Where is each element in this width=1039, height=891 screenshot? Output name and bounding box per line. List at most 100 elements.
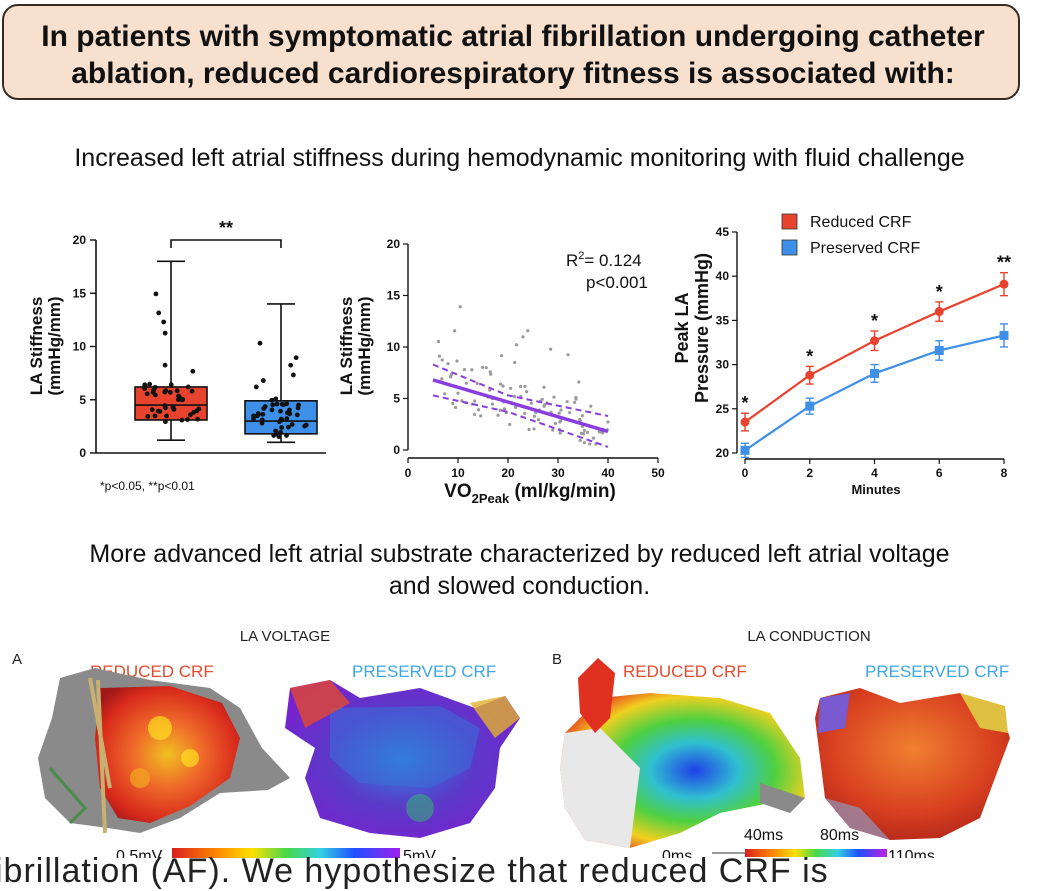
box-dot (260, 411, 266, 417)
box-dot (152, 384, 158, 390)
scatter-point (446, 362, 450, 366)
series-point-circle (805, 370, 815, 380)
box-dot (164, 413, 169, 419)
scatter-point (498, 408, 502, 412)
box-ylabel-line1: LA Stiffness (27, 297, 46, 396)
scatter-point (436, 339, 441, 344)
line-axes: 20 25 30 35 40 45 0 2 4 6 8 Peak LA Pressure (mmHg) (672, 225, 1008, 480)
box-dot (162, 330, 168, 336)
scatter-point (606, 420, 610, 424)
box-dot (177, 395, 183, 401)
line-x-tick-label: 8 (1001, 466, 1008, 480)
scatter-point (480, 365, 485, 369)
scatter-point (470, 368, 474, 372)
box-y-axis: 0 5 10 15 20 (mmHg/mm) (45, 233, 326, 460)
scatter-point (489, 372, 493, 376)
series-point-square (870, 368, 879, 378)
box-dot (284, 433, 289, 438)
box-dot (163, 405, 168, 411)
box-dot (269, 397, 275, 403)
cond-scale-40: 40ms (744, 827, 783, 844)
box-dot (273, 428, 278, 434)
box-dot (284, 416, 290, 421)
box-dot (174, 388, 180, 394)
scatter-point (582, 441, 586, 445)
scatter-point (484, 366, 488, 370)
scatter-point (523, 384, 527, 388)
scatter-point (508, 422, 512, 426)
cond-scale-80: 80ms (820, 827, 859, 844)
box-dot (195, 416, 200, 422)
scatter-point (513, 360, 517, 365)
scatter-point (559, 419, 563, 423)
box-dot (269, 407, 275, 413)
cond-scale-110: 110ms (888, 848, 935, 858)
scatter-point (558, 431, 562, 435)
box-dot (277, 419, 282, 425)
scatter-point (514, 343, 519, 347)
scatter-point (479, 414, 483, 418)
box-dot (153, 291, 159, 297)
scatter-point (512, 394, 517, 399)
scatter-y-tick-label: 10 (387, 340, 401, 354)
box-marks (134, 239, 318, 444)
scatter-point (553, 421, 558, 425)
box-y-tick-label: 5 (79, 393, 86, 407)
scatter-point (518, 384, 523, 389)
box-dot (293, 355, 299, 361)
scatter-point (552, 395, 556, 399)
box-dot (279, 425, 285, 430)
box-dot (150, 389, 156, 395)
section2-title-line2: and slowed conduction. (388, 572, 651, 600)
scatter-point (573, 400, 577, 404)
box-dot (162, 362, 168, 368)
series-point-circle (934, 307, 944, 317)
banner-title: In patients with symptomatic atrial fibr… (4, 18, 1022, 92)
box-dot (270, 402, 276, 408)
box-dot (260, 378, 266, 383)
box-dot (187, 412, 193, 418)
p-value-label: p<0.001 (586, 273, 648, 292)
box-dot (255, 411, 261, 416)
scatter-point (496, 413, 500, 417)
fit-line (432, 378, 609, 434)
scatter-point (574, 397, 578, 401)
box-significance-label: ** (219, 218, 233, 238)
scatter-point (453, 405, 458, 410)
box-dot (163, 419, 168, 425)
line-x-tick-label: 0 (742, 466, 749, 480)
scatter-x-tick-label: 50 (651, 466, 665, 480)
line-xlabel: Minutes (851, 482, 900, 497)
scatter-point (499, 354, 504, 358)
scatter-point (579, 431, 584, 435)
scatter-point (513, 405, 518, 409)
scatter-point (578, 438, 582, 443)
footnote: *p<0.05, **p<0.01 (100, 479, 195, 493)
scatter-point (476, 408, 481, 412)
scatter-point (490, 402, 495, 406)
box-y-tick-label: 0 (79, 446, 86, 460)
cond-scale-0: 0ms (662, 848, 692, 858)
box-dot (149, 407, 155, 413)
scatter-point (540, 397, 544, 401)
title-banner: In patients with symptomatic atrial fibr… (2, 4, 1020, 100)
scatter-point (453, 329, 457, 333)
r-squared-label: R2= 0.124 (566, 250, 642, 270)
box-dot (194, 408, 199, 414)
scatter-point (542, 385, 546, 389)
box-y-tick-label: 15 (73, 286, 87, 300)
significance-star: * (806, 346, 813, 366)
box-dot (170, 404, 176, 410)
scatter-point (523, 411, 527, 416)
box-dot (274, 401, 280, 407)
box-dot (155, 408, 161, 414)
line-ylabel-line1: Peak LA (672, 292, 692, 363)
series-point-square (934, 345, 944, 355)
r2-label: R (566, 251, 578, 270)
box-dot (295, 405, 301, 411)
scatter-x-tick-label: 10 (451, 466, 465, 480)
scatter-point (473, 399, 477, 403)
legend-label-reduced: Reduced CRF (810, 214, 912, 231)
significance-bracket (170, 239, 282, 248)
legend-swatch-preserved (781, 239, 798, 256)
